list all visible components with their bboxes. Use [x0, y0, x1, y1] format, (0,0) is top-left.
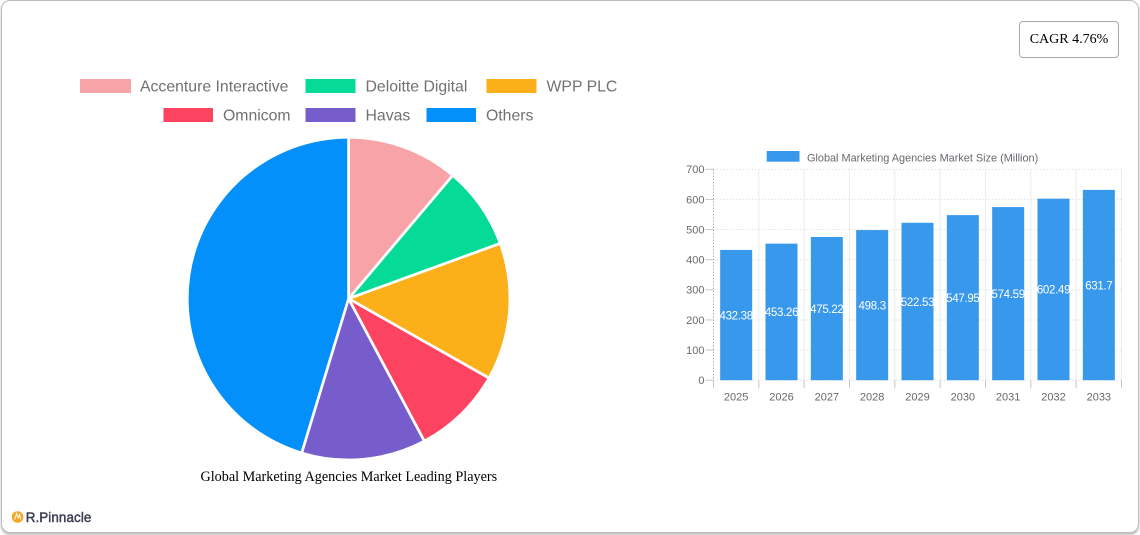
svg-text:WPP PLC: WPP PLC — [547, 78, 618, 95]
svg-text:2026: 2026 — [769, 391, 793, 403]
svg-text:475.22: 475.22 — [810, 304, 843, 316]
svg-text:0: 0 — [698, 375, 704, 387]
svg-text:Havas: Havas — [366, 107, 411, 124]
svg-text:602.49: 602.49 — [1037, 285, 1070, 297]
svg-text:R.Pinnacle: R.Pinnacle — [26, 510, 92, 525]
svg-text:700: 700 — [686, 164, 704, 176]
svg-text:498.3: 498.3 — [859, 300, 886, 312]
svg-text:600: 600 — [686, 194, 704, 206]
svg-text:Global Marketing Agencies Mark: Global Marketing Agencies Market Leading… — [200, 469, 497, 485]
svg-text:547.95: 547.95 — [946, 293, 979, 305]
svg-text:Deloitte Digital: Deloitte Digital — [366, 78, 468, 95]
svg-text:100: 100 — [686, 345, 704, 357]
svg-text:432.38: 432.38 — [719, 310, 752, 322]
svg-text:200: 200 — [686, 315, 704, 327]
svg-text:2030: 2030 — [951, 391, 975, 403]
svg-text:Global Marketing Agencies Mark: Global Marketing Agencies Market Size (M… — [807, 152, 1038, 164]
svg-text:453.26: 453.26 — [765, 307, 798, 319]
svg-text:Omnicom: Omnicom — [223, 107, 291, 124]
svg-text:400: 400 — [686, 255, 704, 267]
svg-text:2031: 2031 — [996, 391, 1020, 403]
svg-text:631.7: 631.7 — [1085, 280, 1112, 292]
svg-text:522.53: 522.53 — [901, 297, 934, 309]
svg-text:574.59: 574.59 — [991, 289, 1024, 301]
svg-text:2029: 2029 — [905, 391, 929, 403]
svg-text:2033: 2033 — [1087, 391, 1111, 403]
svg-text:2027: 2027 — [815, 391, 839, 403]
svg-text:300: 300 — [686, 285, 704, 297]
svg-text:2025: 2025 — [724, 391, 748, 403]
svg-text:2032: 2032 — [1041, 391, 1065, 403]
svg-text:500: 500 — [686, 224, 704, 236]
svg-text:2028: 2028 — [860, 391, 884, 403]
svg-text:Others: Others — [486, 107, 534, 124]
svg-text:Accenture Interactive: Accenture Interactive — [140, 78, 289, 95]
